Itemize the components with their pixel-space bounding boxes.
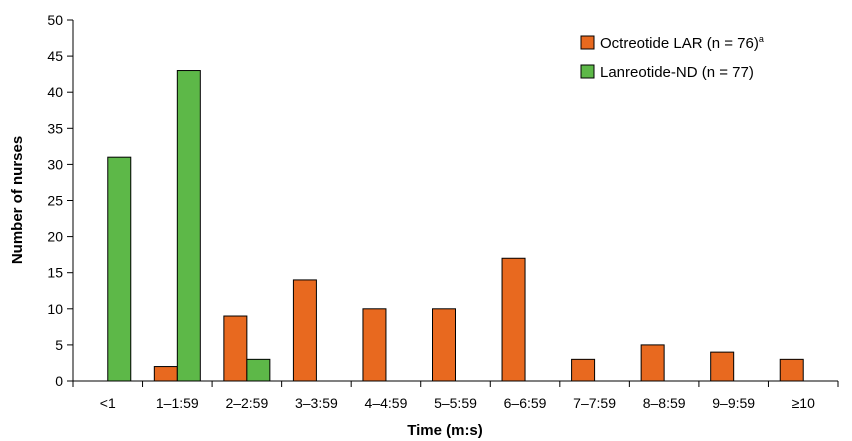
legend-swatch [580, 35, 595, 50]
bar-octreotide-9 [710, 351, 735, 382]
y-tick-label: 30 [47, 156, 63, 172]
x-tick-label: 7–7:59 [573, 395, 616, 411]
y-tick-label: 10 [47, 301, 63, 317]
bar-octreotide-4 [362, 308, 387, 382]
bar-octreotide-8 [640, 344, 665, 382]
y-tick-label: 20 [47, 229, 63, 245]
bar-octreotide-5 [432, 308, 456, 382]
x-tick-label: 9–9:59 [712, 395, 755, 411]
bar-octreotide-1 [153, 366, 178, 382]
y-tick-label: 35 [47, 120, 63, 136]
x-tick-label: 5–5:59 [434, 395, 477, 411]
legend-swatch [580, 64, 595, 79]
x-tick-label: 3–3:59 [295, 395, 338, 411]
y-tick-label: 25 [47, 193, 63, 209]
bars [107, 70, 804, 382]
y-tick-label: 45 [47, 48, 63, 64]
x-tick-label: 2–2:59 [225, 395, 268, 411]
legend: Octreotide LAR (n = 76)a Lanreotide-ND (n… [580, 34, 764, 81]
y-tick-label: 50 [47, 12, 63, 28]
bar-octreotide-10 [779, 358, 804, 382]
legend-label: Lanreotide-ND (n = 77) [600, 64, 754, 81]
bar-octreotide-2 [223, 315, 248, 382]
x-tick-label: ≥10 [792, 395, 815, 411]
bar-lanreotide-2 [246, 358, 271, 382]
x-axis: <1 1–1:59 2–2:59 3–3:59 4–4:59 5–5:59 6–6:59 7–… [72, 380, 839, 411]
y-axis: 0 5 10 15 20 25 30 35 40 45 50 [47, 12, 74, 389]
x-tick-label: <1 [100, 395, 116, 411]
x-tick-label: 6–6:59 [504, 395, 547, 411]
y-tick-label: 0 [55, 373, 63, 389]
y-axis-title: Number of nurses [9, 136, 26, 264]
y-tick-label: 15 [47, 265, 63, 281]
y-tick-label: 5 [55, 337, 63, 353]
y-tick-label: 40 [47, 84, 63, 100]
bar-octreotide-7 [571, 358, 596, 382]
bar-lanreotide-0 [107, 156, 132, 382]
bar-octreotide-6 [501, 257, 526, 382]
bar-octreotide-3 [292, 279, 317, 382]
x-axis-title: Time (m:s) [407, 422, 483, 439]
x-tick-label: 1–1:59 [156, 395, 199, 411]
legend-superscript: a [759, 34, 764, 44]
legend-label: Octreotide LAR (n = 76)a [600, 34, 764, 52]
x-tick-label: 4–4:59 [365, 395, 408, 411]
x-tick-label: 8–8:59 [643, 395, 686, 411]
bar-lanreotide-1 [176, 70, 201, 382]
